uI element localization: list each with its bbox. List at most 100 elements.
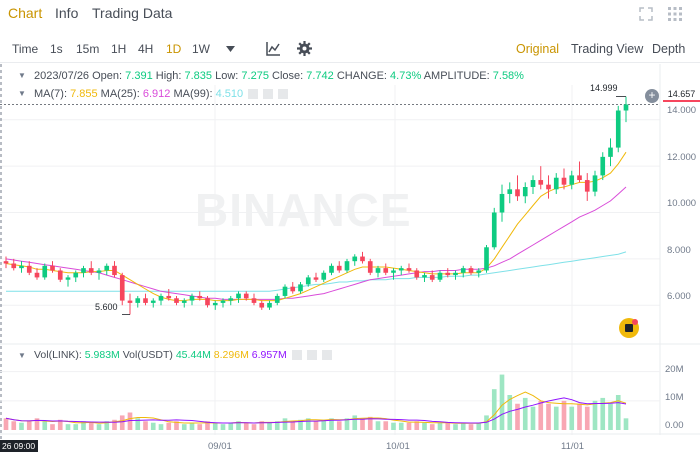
- ma-close-icon[interactable]: [278, 89, 289, 100]
- candle-body: [460, 268, 466, 273]
- candle-body: [491, 212, 497, 248]
- view-trading-view[interactable]: Trading View: [571, 42, 644, 56]
- volume-bar: [468, 424, 474, 430]
- expand-icon[interactable]: [638, 6, 654, 22]
- chart-toolbar: Time 1s 15m 1H 4H 1D 1W Original Trading…: [0, 35, 700, 63]
- tab-chart[interactable]: Chart: [8, 5, 43, 21]
- vol-settings-icon[interactable]: [306, 350, 317, 361]
- candle-body: [329, 265, 334, 273]
- candle-body: [150, 300, 156, 303]
- volume-bar: [143, 421, 148, 430]
- candle-body: [553, 177, 559, 190]
- volume-bar: [623, 418, 629, 430]
- top-tabs: Chart Info Trading Data: [0, 0, 700, 28]
- price-axis-label: 14.000: [667, 105, 697, 116]
- vol-close-icon[interactable]: [321, 350, 332, 361]
- volume-bar: [499, 374, 505, 430]
- view-depth[interactable]: Depth: [652, 42, 686, 56]
- ma-collapse-caret-icon[interactable]: ▼: [18, 89, 26, 98]
- candle-body: [26, 265, 32, 273]
- interval-1h[interactable]: 1H: [111, 42, 127, 56]
- ma7-value: 7.855: [70, 88, 98, 100]
- volume-bar: [538, 400, 544, 430]
- tab-info[interactable]: Info: [55, 5, 79, 21]
- ma99-label: MA(99):: [173, 88, 213, 100]
- volume-bar: [592, 400, 598, 430]
- candle-body: [143, 298, 148, 303]
- binance-watermark: BINANCE: [195, 184, 412, 236]
- volume-info: Vol(LINK): 5.983M Vol(USDT) 45.44M 8.296…: [34, 349, 332, 361]
- tab-trading-data[interactable]: Trading Data: [92, 5, 173, 21]
- change-value: 4.73%: [390, 70, 422, 82]
- vol-visibility-icon[interactable]: [291, 350, 302, 361]
- candle-body: [19, 265, 24, 269]
- candle-body: [298, 284, 303, 292]
- interval-4h[interactable]: 4H: [138, 42, 154, 56]
- add-alert-plus-icon[interactable]: +: [645, 89, 659, 103]
- candle-body: [290, 286, 296, 292]
- candle-body: [274, 295, 280, 303]
- volume-axis-label: 10M: [665, 392, 684, 403]
- candle-body: [499, 193, 505, 213]
- high-marker: 14.999: [590, 83, 618, 93]
- candle-body: [243, 293, 249, 299]
- interval-1w[interactable]: 1W: [192, 42, 210, 56]
- candle-body: [73, 272, 79, 278]
- volume-bar: [491, 389, 497, 430]
- interval-dropdown-icon[interactable]: [226, 46, 235, 52]
- ma-visibility-icon[interactable]: [248, 89, 259, 100]
- candle-body: [251, 298, 257, 303]
- high-value: 7.835: [184, 70, 213, 82]
- candle-body: [484, 247, 489, 271]
- high-label: High:: [155, 70, 182, 82]
- candle-body: [453, 272, 458, 276]
- candle-body: [445, 272, 451, 276]
- view-original[interactable]: Original: [516, 42, 560, 56]
- grid-menu-icon[interactable]: [667, 6, 683, 22]
- volume-bar: [398, 422, 404, 430]
- volume-bar: [336, 421, 342, 430]
- order-book-icon[interactable]: [619, 318, 639, 338]
- candle-body: [375, 268, 381, 273]
- volume-bar: [96, 424, 102, 430]
- volume-axis-label: 0.00: [665, 420, 684, 431]
- candle-body: [135, 298, 141, 303]
- candle-body: [119, 275, 125, 301]
- volume-bar: [569, 406, 575, 430]
- settings-gear-icon[interactable]: [297, 41, 312, 56]
- price-axis-label: 10.000: [667, 198, 697, 209]
- volume-bar: [243, 422, 249, 430]
- volume-bar: [305, 418, 311, 430]
- vol-collapse-caret-icon[interactable]: ▼: [18, 351, 26, 360]
- volume-bar: [561, 400, 567, 430]
- volume-bar: [313, 421, 319, 430]
- interval-time[interactable]: Time: [12, 42, 39, 56]
- volume-bar: [174, 421, 179, 430]
- volume-bar: [57, 419, 63, 430]
- price-axis-label: 8.000: [667, 245, 691, 256]
- candle-body: [429, 275, 435, 280]
- low-value: 7.275: [241, 70, 269, 82]
- price-axis-label: 6.000: [667, 291, 691, 302]
- volume-bar: [42, 421, 48, 430]
- interval-1s[interactable]: 1s: [50, 42, 63, 56]
- ma-settings-icon[interactable]: [263, 89, 274, 100]
- interval-15m[interactable]: 15m: [76, 42, 100, 56]
- open-value: 7.391: [125, 70, 153, 82]
- candle-body: [383, 268, 389, 273]
- candle-body: [42, 265, 48, 278]
- candle-body: [538, 180, 544, 185]
- candle-body: [507, 189, 513, 194]
- volume-bar: [546, 403, 551, 430]
- candle-body: [522, 187, 528, 197]
- candle-body: [259, 302, 265, 308]
- collapse-caret-icon[interactable]: ▼: [18, 71, 26, 80]
- volume-bar: [267, 422, 272, 430]
- indicator-icon[interactable]: [266, 41, 281, 56]
- volume-bar: [507, 395, 513, 430]
- volume-bar: [26, 421, 32, 430]
- interval-1d[interactable]: 1D: [166, 42, 182, 56]
- volume-bar: [112, 419, 117, 430]
- volume-bar: [205, 421, 210, 430]
